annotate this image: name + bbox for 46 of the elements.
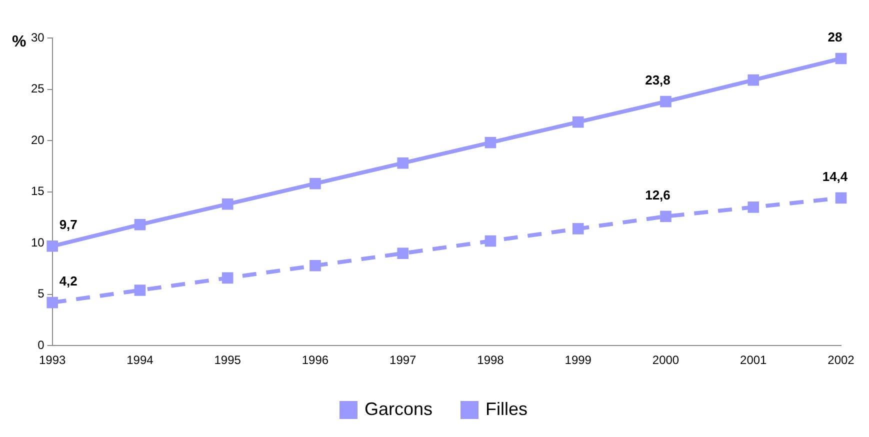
y-tick-label: 30 (30, 30, 45, 44)
point (835, 192, 847, 204)
data-label: 4,2 (59, 274, 78, 289)
point (572, 116, 584, 128)
point (222, 198, 234, 210)
point (310, 260, 321, 272)
x-tick-label: 1998 (477, 353, 504, 368)
point (572, 223, 584, 234)
point (748, 74, 760, 86)
y-tick-label: 10 (30, 235, 45, 250)
point (46, 240, 58, 252)
point (397, 248, 409, 259)
point (748, 202, 760, 213)
data-label: 28 (828, 30, 842, 45)
x-tick-label: 2002 (828, 353, 855, 368)
y-tick-label: 15 (30, 184, 45, 198)
data-label: 14,4 (822, 169, 848, 184)
legend-label: Garcons (364, 398, 433, 419)
y-tick-label: 5 (38, 286, 45, 301)
point (310, 178, 321, 190)
y-tick-label: 25 (30, 82, 45, 96)
legend-label: Filles (486, 398, 528, 419)
point (660, 96, 672, 108)
x-tick-label: 1999 (564, 353, 592, 368)
x-tick-label: 1995 (214, 353, 242, 368)
point (484, 136, 496, 148)
x-tick-label: 1993 (38, 353, 66, 368)
x-tick-label: 2000 (652, 353, 680, 368)
point (134, 218, 146, 230)
point (46, 296, 58, 308)
y-tick-label: 0 (38, 338, 45, 352)
y-axis-title: % (12, 33, 26, 50)
x-tick-label: 2001 (740, 353, 768, 368)
point (660, 210, 672, 222)
x-tick-label: 1994 (126, 353, 154, 368)
data-label: 23,8 (645, 72, 670, 88)
point (134, 284, 146, 296)
point (484, 235, 496, 247)
x-tick-label: 1996 (302, 353, 329, 368)
point (835, 52, 847, 64)
point (397, 157, 409, 169)
data-label: 9,7 (59, 217, 78, 232)
x-tick-label: 1997 (390, 353, 417, 368)
y-tick-label: 20 (30, 132, 45, 147)
data-label: 12,6 (645, 187, 670, 202)
point (222, 272, 234, 284)
